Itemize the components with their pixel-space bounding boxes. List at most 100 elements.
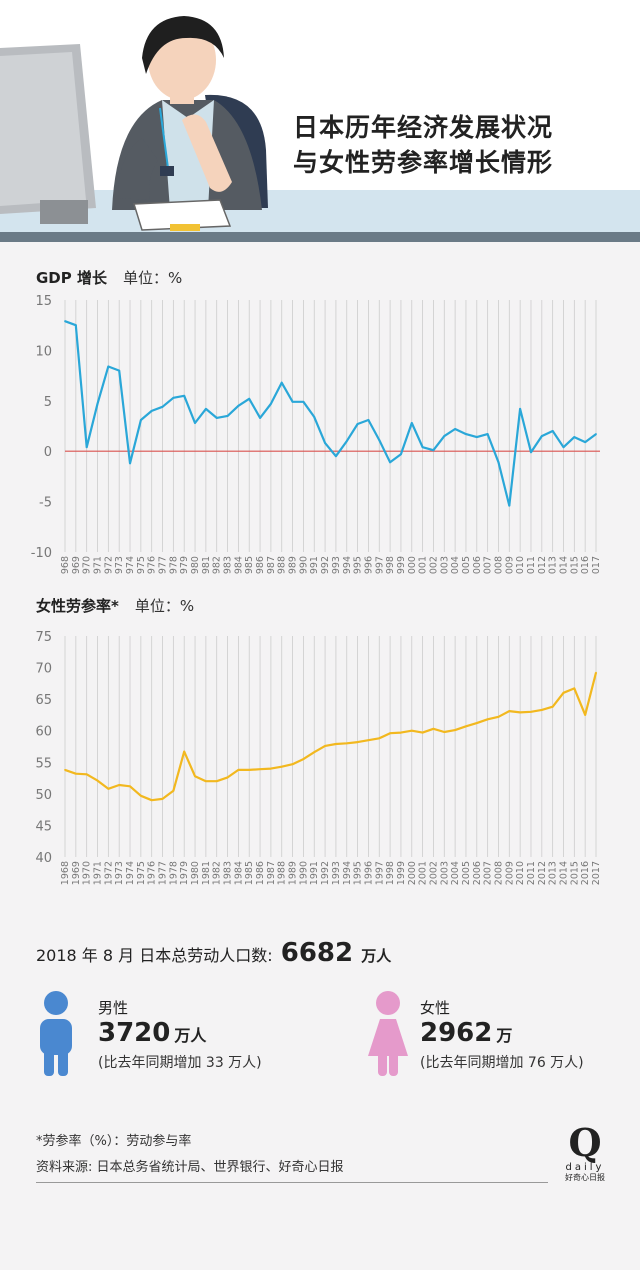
- data-point: [118, 784, 121, 786]
- male-note: (比去年同期增加 33 万人): [98, 1055, 262, 1071]
- x-tick-label: 1972: [103, 861, 114, 885]
- x-tick-label: 2004: [450, 861, 461, 885]
- x-tick-label: 2016: [580, 556, 591, 575]
- footnote: *劳参率（%）：劳动参与率: [36, 1134, 192, 1149]
- x-tick-label: 2007: [483, 556, 494, 575]
- data-point: [573, 436, 576, 438]
- data-point: [291, 400, 294, 403]
- x-tick-label: 1984: [233, 556, 244, 575]
- data-point: [96, 779, 99, 782]
- data-point: [584, 714, 587, 716]
- x-tick-label: 1968: [60, 861, 71, 885]
- y-tick-label: 70: [35, 662, 52, 677]
- x-tick-label: 2005: [461, 861, 472, 885]
- data-point: [183, 750, 186, 753]
- x-tick-label: 1974: [125, 556, 136, 575]
- x-tick-label: 1977: [158, 861, 169, 885]
- data-point: [400, 453, 402, 456]
- x-tick-label: 1995: [353, 556, 364, 575]
- female-labor-participation-chart: 75 70 65 60 55 50 45 40 1968 1969 1970 1971 1972 1973…: [35, 630, 602, 885]
- data-point: [540, 435, 543, 437]
- data-point: [389, 461, 392, 464]
- x-tick-label: 1998: [385, 556, 396, 575]
- x-tick-label: 2012: [537, 861, 548, 885]
- x-tick-label: 2008: [493, 556, 504, 575]
- data-point: [237, 404, 240, 407]
- x-tick-label: 2009: [504, 861, 515, 885]
- data-point: [269, 767, 272, 770]
- data-point: [356, 423, 359, 425]
- x-tick-label: 1995: [353, 861, 364, 885]
- data-point: [215, 780, 218, 783]
- x-tick-label: 1996: [363, 556, 374, 575]
- x-tick-label: 2017: [591, 861, 602, 885]
- x-tick-label: 2003: [439, 861, 450, 885]
- x-tick-label: 1992: [320, 556, 331, 575]
- data-point: [74, 772, 77, 775]
- x-tick-label: 1987: [266, 556, 277, 575]
- x-tick-label: 1991: [309, 861, 320, 885]
- data-point: [215, 417, 218, 419]
- x-tick-label: 1970: [82, 556, 93, 575]
- data-point: [497, 715, 500, 718]
- x-tick-label: 1987: [266, 861, 277, 885]
- x-tick-label: 1973: [114, 556, 125, 575]
- data-point: [259, 417, 261, 419]
- data-point: [118, 369, 121, 372]
- x-tick-label: 2005: [461, 556, 472, 575]
- source-note: 资料来源: 日本总务省统计局、世界银行、好奇心日报: [36, 1160, 344, 1175]
- series-line: [64, 672, 598, 802]
- x-tick-label: 2001: [418, 861, 429, 885]
- data-point: [150, 799, 153, 802]
- data-point: [551, 430, 554, 432]
- header-illustration: [0, 16, 640, 242]
- total-value: 6682: [280, 938, 354, 968]
- data-point: [139, 794, 142, 797]
- x-tick-label: 2016: [580, 861, 591, 885]
- data-point: [291, 763, 294, 766]
- data-point: [237, 768, 240, 771]
- data-point: [324, 744, 326, 747]
- x-tick-label: 1977: [158, 556, 169, 575]
- x-tick-label: 1999: [396, 861, 407, 885]
- data-point: [269, 402, 272, 405]
- x-tick-label: 2010: [515, 556, 526, 575]
- data-point: [519, 407, 522, 410]
- y-tick-label: 65: [35, 693, 52, 708]
- data-point: [324, 442, 326, 445]
- x-tick-label: 1976: [147, 556, 158, 575]
- x-tick-label: 2010: [515, 861, 526, 885]
- data-point: [335, 743, 337, 745]
- data-point: [204, 780, 207, 783]
- female-note: (比去年同期增加 76 万人): [420, 1055, 584, 1071]
- x-tick-label: 1975: [136, 861, 147, 885]
- data-point: [367, 739, 370, 742]
- data-point: [226, 776, 229, 779]
- data-point: [335, 455, 337, 458]
- x-tick-label: 1986: [255, 556, 266, 575]
- x-tick-label: 2013: [548, 861, 559, 885]
- data-point: [150, 409, 153, 412]
- male-stat: 男性 3720 万人 (比去年同期增加 33 万人): [98, 997, 262, 1072]
- x-tick-label: 1994: [342, 556, 353, 575]
- data-point: [497, 461, 500, 464]
- x-tick-label: 1993: [331, 556, 342, 575]
- x-tick-label: 1981: [201, 861, 212, 885]
- female-person-icon: [368, 991, 408, 1076]
- x-tick-label: 2004: [450, 556, 461, 575]
- y-tick-label: 45: [35, 819, 52, 834]
- x-tick-label: 1969: [71, 861, 82, 885]
- x-tick-label: 1982: [212, 861, 223, 885]
- x-tick-label: 1973: [114, 861, 125, 885]
- x-tick-label: 1980: [190, 861, 201, 885]
- data-point: [584, 441, 587, 444]
- x-tick-label: 2015: [569, 556, 580, 575]
- y-tick-label: -10: [31, 546, 52, 561]
- data-point: [595, 433, 597, 435]
- data-point: [85, 773, 88, 776]
- male-person-icon: [40, 991, 72, 1076]
- data-point: [410, 729, 413, 732]
- x-tick-label: 1975: [136, 556, 147, 575]
- data-point: [226, 415, 229, 417]
- x-tick-label: 1989: [288, 861, 299, 885]
